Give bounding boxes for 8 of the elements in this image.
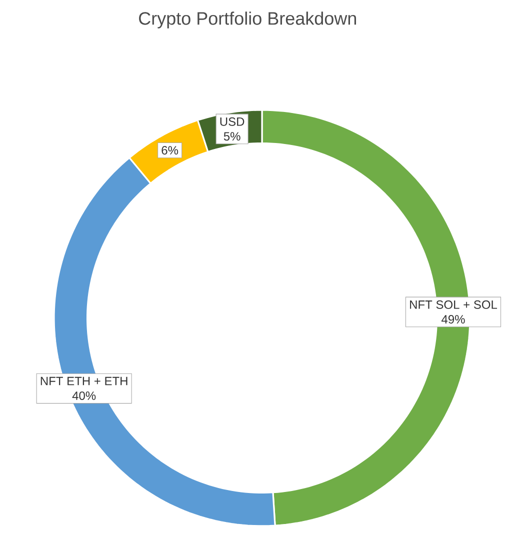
slice-label: NFT ETH + ETH [40, 376, 128, 386]
slice-label: USD [220, 117, 244, 126]
data-label: 6% [162, 146, 178, 155]
data-label: 5% [224, 132, 240, 141]
data-label: 49% [442, 315, 465, 324]
data-label: 40% [72, 391, 96, 400]
chart-title: Crypto Portfolio Breakdown [139, 12, 356, 28]
slice-label: NFT SOL + SOL [410, 300, 498, 309]
